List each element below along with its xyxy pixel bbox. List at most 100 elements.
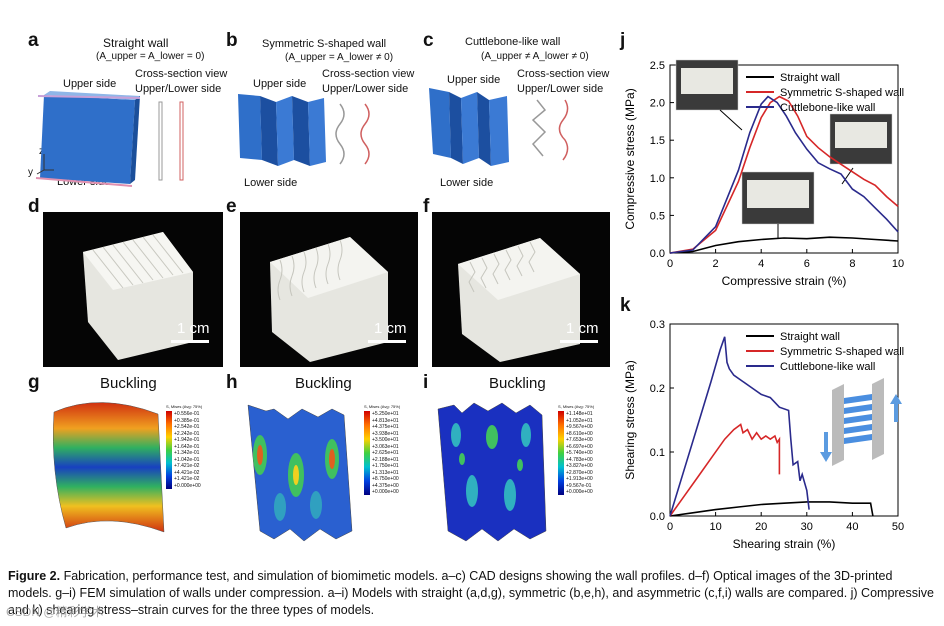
legend-h-value: +4.375e+01	[372, 424, 399, 430]
shear-plate-right	[872, 378, 884, 460]
legend-i-value: +8.610e+00	[566, 430, 593, 437]
panel-c-title: Cuttlebone-like wall	[465, 36, 561, 48]
series-line-2	[669, 336, 810, 517]
legend-g-value: +1.642e-01	[174, 443, 200, 450]
legend-i-value: +1.913e+00	[566, 476, 593, 482]
legend-h-values: +5.250e+01 +4.813e+01 +4.375e+01 +3.938e+01…	[372, 411, 399, 496]
legend-i-value: +7.653e+00	[566, 437, 593, 443]
legend-g: S, Mises (Avg: 75%) +0.556e-01 +0.385e-01…	[166, 404, 202, 489]
legend-i-value: +5.740e+00	[566, 450, 593, 456]
panel-b-equation: (A_upper = A_lower ≠ 0)	[285, 52, 394, 63]
photo-symmetric-model: 1 cm	[240, 212, 418, 367]
x-tick-label: 0	[667, 521, 673, 533]
legend-g-value: +1.042e-01	[174, 456, 200, 463]
x-tick-label: 20	[755, 521, 767, 533]
chart-k-shearing: 0 10 20 30 40 50 0.0 0.1 0.2 0.3 Shearing strain (…	[623, 319, 904, 551]
watermark: CSDN @精彩学术	[6, 605, 104, 619]
panel-c-cs-label1: Cross-section view	[517, 68, 610, 80]
legend-h-value: +4.375e+00	[372, 482, 399, 489]
panel-a-cs-label2: Upper/Lower side	[135, 83, 222, 95]
shear-sample-layer	[844, 414, 872, 424]
legend-i-value: +2.870e+00	[566, 469, 593, 476]
panel-b-title: Symmetric S-shaped wall	[262, 38, 387, 50]
legend-h: S, Mises (Avg: 75%) +5.250e+01 +4.813e+01…	[364, 404, 400, 496]
legend-i: S, Mises (Avg: 75%) +1.148e+01 +1.052e+01…	[558, 404, 594, 496]
y-tick-label: 0.0	[650, 248, 665, 260]
legend-g-value: +1.421e-02	[174, 476, 200, 482]
legend-h-value: +0.000e+00	[372, 489, 399, 495]
plot-frame	[669, 64, 899, 254]
axis-y-label: y	[28, 167, 33, 178]
scale-label-f: 1 cm	[566, 320, 599, 337]
panel-g-title: Buckling	[100, 375, 157, 392]
panel-a-upper-label: Upper side	[63, 78, 117, 90]
series-line-1	[669, 423, 781, 517]
caption-text: Fabrication, performance test, and simul…	[8, 569, 934, 617]
legend-h-value: +8.750e+00	[372, 476, 399, 482]
x-tick-label: 50	[892, 521, 904, 533]
inset-sample-1	[835, 122, 887, 148]
x-tick-label: 8	[849, 258, 855, 270]
panel-b-cs-label2: Upper/Lower side	[322, 83, 409, 95]
panel-c-cad-drawing	[429, 88, 569, 166]
legend-label-1: Symmetric S-shaped wall	[780, 87, 904, 99]
panel-letter-k: k	[620, 295, 631, 316]
legend-h-value: +5.250e+01	[372, 411, 399, 417]
arrow-up-icon	[890, 394, 902, 422]
series-line-2	[669, 95, 899, 254]
panel-letter-g: g	[28, 372, 40, 393]
panel-letter-h: h	[226, 372, 238, 393]
y-tick-label: 2.5	[650, 60, 665, 72]
y-tick-label: 1.5	[650, 135, 665, 147]
legend-h-value: +3.500e+01	[372, 437, 399, 443]
legend-g-value: +1.942e-01	[174, 437, 200, 443]
caption-label: Figure 2.	[8, 569, 61, 583]
y-tick-label: 0.5	[650, 210, 665, 222]
x-tick-label: 4	[758, 258, 764, 270]
panel-b-lower-label: Lower side	[244, 177, 298, 189]
x-tick-label: 6	[804, 258, 810, 270]
y-tick-label: 0.1	[650, 447, 665, 459]
shear-sample-layer	[844, 434, 872, 444]
legend-i-value: +6.697e+00	[566, 443, 593, 450]
panel-c-lower-label: Lower side	[440, 177, 494, 189]
fem-straight-wall	[52, 402, 165, 533]
chart-j-compressive: 0 2 4 6 8 10 0.0 0.5 1.0 1.5 2.0 2.5 Compressive str…	[623, 59, 904, 288]
panel-b-cs-label1: Cross-section view	[322, 68, 415, 80]
legend-h-value: +3.938e+01	[372, 430, 399, 437]
legend-g-value: +7.421e-02	[174, 463, 200, 469]
panel-c-cs-label2: Upper/Lower side	[517, 83, 604, 95]
shear-sample-layer	[844, 394, 872, 404]
legend-i-value: +4.783e+00	[566, 456, 593, 463]
legend-g-value: +0.000e+00	[174, 482, 201, 489]
legend-g-value: +0.556e-01	[174, 411, 200, 417]
x-axis-label: Compressive strain (%)	[722, 274, 847, 288]
figure-caption: Figure 2. Fabrication, performance test,…	[8, 568, 938, 619]
series-line-0	[669, 501, 874, 517]
x-tick-label: 40	[846, 521, 858, 533]
x-tick-label: 0	[667, 258, 673, 270]
legend-g-values: +0.556e-01 +0.385e-01 +2.542e-01 +2.242e-01…	[174, 411, 201, 489]
panel-letter-e: e	[226, 196, 237, 217]
panel-c-equation: (A_upper ≠ A_lower ≠ 0)	[481, 51, 589, 62]
legend-i-value: +1.148e+01	[566, 411, 593, 417]
legend-i-head: S, Mises (Avg: 75%)	[558, 404, 595, 409]
photo-cuttlebone-model: 1 cm	[432, 212, 610, 367]
panel-letter-a: a	[28, 30, 39, 51]
panel-letter-i: i	[423, 372, 429, 393]
y-axis-label: Shearing stress (MPa)	[623, 360, 637, 479]
legend-g-value: +4.421e-02	[174, 469, 200, 476]
panel-c-upper-label: Upper side	[447, 74, 501, 86]
y-tick-label: 0.0	[650, 511, 665, 523]
legend-h-head: S, Mises (Avg: 75%)	[364, 404, 401, 409]
y-axis-label: Compressive stress (MPa)	[623, 88, 637, 229]
legend-g-value: +2.242e-01	[174, 430, 200, 437]
legend-i-value: +0.000e+00	[566, 489, 593, 495]
x-tick-label: 10	[892, 258, 904, 270]
panel-letter-j: j	[620, 30, 626, 51]
legend-h-value: +4.813e+01	[372, 417, 399, 424]
legend-label-1: Symmetric S-shaped wall	[780, 346, 904, 358]
panel-letter-d: d	[28, 196, 40, 217]
legend-i-value: +9.567e+00	[566, 424, 593, 430]
legend-i-value: +9.567e-01	[566, 482, 592, 489]
